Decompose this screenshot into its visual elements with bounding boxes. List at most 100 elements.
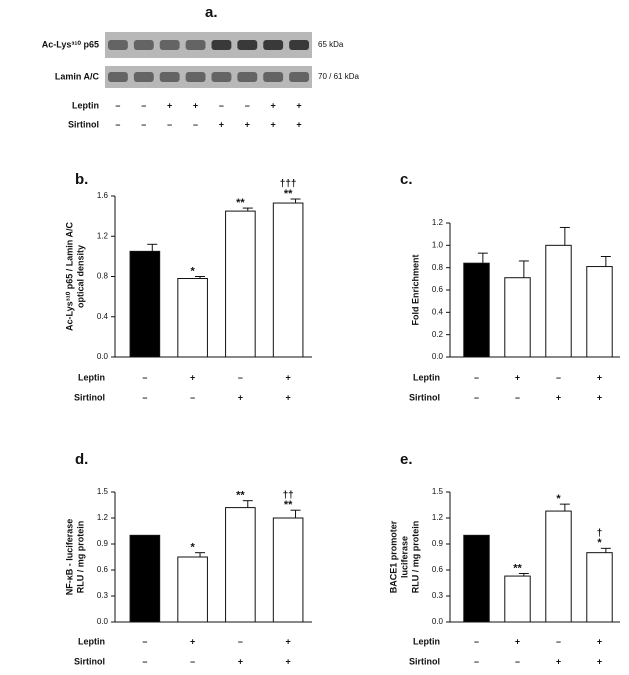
y-tick-label: 0.9 bbox=[432, 539, 444, 548]
condition-sign: – bbox=[190, 392, 195, 402]
blot-band bbox=[108, 72, 128, 82]
y-tick-label: 1.2 bbox=[97, 231, 109, 240]
condition-sign: + bbox=[285, 636, 290, 646]
y-tick-label: 1.6 bbox=[97, 191, 109, 200]
y-tick-label: 0.0 bbox=[97, 352, 109, 361]
significance: * bbox=[597, 537, 602, 549]
condition-sign: – bbox=[474, 392, 479, 402]
significance: ** bbox=[236, 490, 245, 502]
blot-band bbox=[185, 40, 206, 50]
condition-sign: – bbox=[219, 100, 224, 110]
condition-sign: + bbox=[271, 100, 276, 110]
condition-sign: – bbox=[115, 100, 120, 110]
condition-sign: + bbox=[597, 656, 602, 666]
condition-label: Sirtinol bbox=[74, 656, 105, 666]
bar bbox=[225, 210, 256, 358]
condition-sign: – bbox=[142, 636, 147, 646]
bar bbox=[463, 534, 490, 623]
y-axis-label: RLU / mg protein bbox=[410, 521, 420, 594]
condition-sign: + bbox=[597, 372, 602, 382]
y-tick-label: 0.6 bbox=[432, 285, 444, 294]
condition-sign: + bbox=[597, 392, 602, 402]
condition-sign: + bbox=[285, 656, 290, 666]
blot-band bbox=[237, 72, 258, 82]
bar bbox=[586, 552, 613, 623]
bar bbox=[586, 266, 613, 358]
panel-label: a. bbox=[205, 4, 218, 21]
condition-label: Leptin bbox=[72, 100, 99, 110]
blot-band bbox=[133, 72, 154, 82]
y-tick-label: 1.0 bbox=[432, 240, 444, 249]
blot-band bbox=[133, 40, 154, 50]
condition-sign: – bbox=[556, 372, 561, 382]
y-tick-label: 0.6 bbox=[432, 565, 444, 574]
condition-sign: – bbox=[238, 372, 243, 382]
condition-sign: – bbox=[474, 656, 479, 666]
condition-label: Leptin bbox=[78, 372, 105, 382]
blot-band bbox=[108, 40, 128, 50]
bar bbox=[504, 277, 531, 358]
blot-band bbox=[159, 40, 180, 50]
blot-band bbox=[211, 72, 232, 82]
bar bbox=[129, 250, 161, 358]
significance: * bbox=[556, 493, 561, 505]
blot-strip bbox=[105, 66, 312, 88]
bar bbox=[129, 534, 161, 623]
y-tick-label: 1.5 bbox=[97, 487, 109, 496]
y-tick-label: 0.3 bbox=[97, 591, 109, 600]
y-axis-label: NF-κB - luciferase bbox=[64, 519, 74, 596]
condition-label: Sirtinol bbox=[409, 392, 440, 402]
y-tick-label: 0.0 bbox=[432, 617, 444, 626]
blot-band bbox=[211, 40, 232, 50]
blot-band bbox=[185, 72, 206, 82]
condition-sign: – bbox=[190, 656, 195, 666]
condition-sign: – bbox=[142, 392, 147, 402]
condition-sign: – bbox=[142, 372, 147, 382]
condition-label: Leptin bbox=[413, 636, 440, 646]
condition-sign: – bbox=[515, 392, 520, 402]
y-tick-label: 1.2 bbox=[432, 513, 444, 522]
significance-dagger: †† bbox=[283, 490, 294, 501]
bar bbox=[177, 556, 208, 623]
condition-sign: – bbox=[115, 119, 120, 129]
y-tick-label: 0.6 bbox=[97, 565, 109, 574]
condition-sign: – bbox=[167, 119, 172, 129]
blot-band bbox=[159, 72, 180, 82]
significance: ** bbox=[513, 562, 522, 574]
blot-band bbox=[289, 72, 309, 82]
condition-label: Leptin bbox=[413, 372, 440, 382]
condition-sign: – bbox=[515, 656, 520, 666]
y-tick-label: 1.2 bbox=[97, 513, 109, 522]
condition-label: Sirtinol bbox=[409, 656, 440, 666]
blot-size-label: 65 kDa bbox=[318, 40, 344, 49]
blot-band bbox=[237, 40, 258, 50]
condition-sign: + bbox=[556, 392, 561, 402]
condition-sign: + bbox=[271, 119, 276, 129]
condition-sign: + bbox=[285, 372, 290, 382]
significance: ** bbox=[236, 197, 245, 209]
y-tick-label: 1.5 bbox=[432, 487, 444, 496]
condition-sign: – bbox=[193, 119, 198, 129]
y-axis-label: BACE1 promoter bbox=[388, 520, 398, 593]
panel-label: b. bbox=[75, 171, 88, 188]
condition-sign: + bbox=[556, 656, 561, 666]
significance: ** bbox=[284, 188, 293, 200]
condition-sign: – bbox=[245, 100, 250, 110]
blot-band bbox=[263, 72, 284, 82]
condition-sign: – bbox=[474, 372, 479, 382]
condition-sign: + bbox=[515, 636, 520, 646]
significance-dagger: † bbox=[597, 528, 603, 539]
y-tick-label: 0.0 bbox=[97, 617, 109, 626]
condition-sign: – bbox=[238, 636, 243, 646]
y-axis-label: optical density bbox=[75, 245, 85, 308]
y-tick-label: 0.4 bbox=[97, 312, 109, 321]
bar bbox=[545, 244, 572, 358]
y-tick-label: 1.2 bbox=[432, 218, 444, 227]
significance: ** bbox=[284, 499, 293, 511]
y-tick-label: 0.3 bbox=[432, 591, 444, 600]
blot-band bbox=[263, 40, 284, 50]
condition-sign: – bbox=[474, 636, 479, 646]
condition-sign: + bbox=[245, 119, 250, 129]
condition-sign: – bbox=[141, 119, 146, 129]
